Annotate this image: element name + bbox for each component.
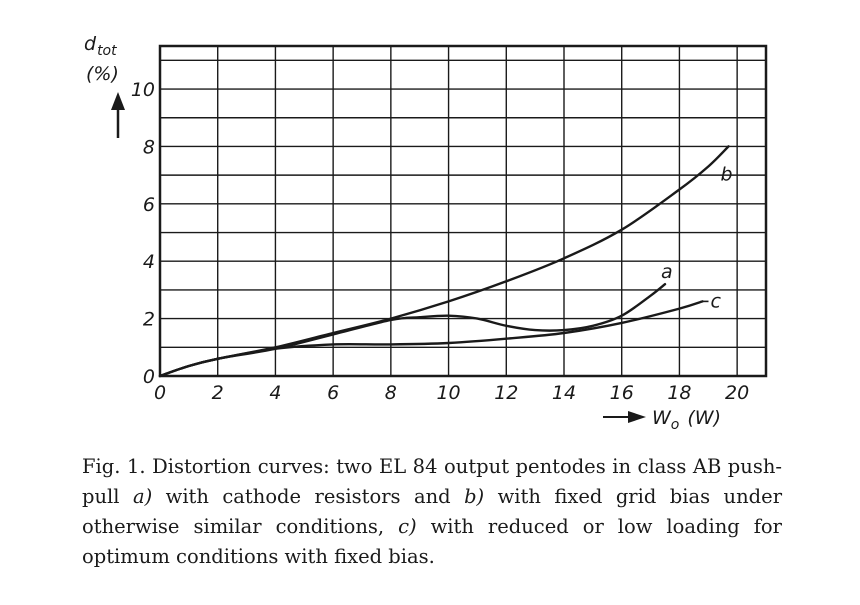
y-axis-unit: (%) — [86, 63, 119, 85]
x-axis-arrow-icon — [603, 411, 646, 423]
y-tick-label: 2 — [143, 309, 155, 331]
x-axis-label-unit: (W) — [687, 407, 721, 429]
curves: a b c — [158, 145, 733, 378]
y-tick-label: 10 — [131, 79, 155, 101]
curve-c — [158, 300, 704, 378]
curve-label-b: b — [720, 163, 732, 185]
caption-b-label: b) — [464, 485, 485, 508]
x-tick-label: 2 — [212, 382, 224, 404]
x-axis-label: Wo (W) — [652, 407, 721, 433]
caption-text-2: with cathode resistors and — [165, 485, 451, 508]
x-tick-label: 0 — [154, 382, 166, 404]
x-axis-label-main: W — [652, 407, 672, 429]
y-tick-label: 4 — [143, 251, 155, 273]
caption-text-3: with fixed grid bias under otherwise sim… — [82, 485, 783, 538]
y-axis-label: dtot — [84, 33, 117, 59]
caption-text-1: Distortion curves: two EL 84 output pent… — [82, 455, 782, 508]
x-tick-label: 18 — [667, 382, 691, 404]
x-tick-label: 10 — [436, 382, 460, 404]
x-tick-label: 12 — [494, 382, 518, 404]
curve-label-a: a — [661, 261, 673, 283]
tick-labels: 0 2 4 6 8 10 12 14 16 18 20 0 2 4 6 8 10 — [131, 79, 749, 404]
plot-frame — [158, 44, 768, 378]
figure-caption: Fig. 1. Distortion curves: two EL 84 out… — [82, 452, 782, 572]
y-tick-label: 8 — [143, 136, 155, 158]
x-tick-label: 14 — [552, 382, 576, 404]
caption-text-4: with reduced or low loading for optimum … — [82, 515, 782, 568]
x-tick-label: 4 — [269, 382, 281, 404]
x-axis-label-sub: o — [671, 417, 680, 433]
x-tick-label: 20 — [725, 382, 749, 404]
grid — [158, 44, 768, 378]
distortion-chart: a b c 0 2 4 6 8 10 12 14 16 18 20 0 2 4 6 8 10 dtot (%) Wo… — [84, 33, 768, 433]
y-axis-label-sub: tot — [97, 43, 117, 59]
y-axis-label-main: d — [84, 33, 97, 55]
x-tick-label: 16 — [610, 382, 634, 404]
x-tick-label: 8 — [385, 382, 397, 404]
caption-c-label: c) — [398, 515, 417, 538]
caption-fig-label: Fig. 1. — [82, 455, 146, 478]
caption-a-label: a) — [132, 485, 153, 508]
x-tick-label: 6 — [327, 382, 339, 404]
curve-label-c: c — [711, 290, 722, 312]
y-tick-label: 0 — [143, 366, 155, 388]
y-axis-arrow-icon — [111, 92, 125, 138]
y-tick-label: 6 — [143, 194, 155, 216]
